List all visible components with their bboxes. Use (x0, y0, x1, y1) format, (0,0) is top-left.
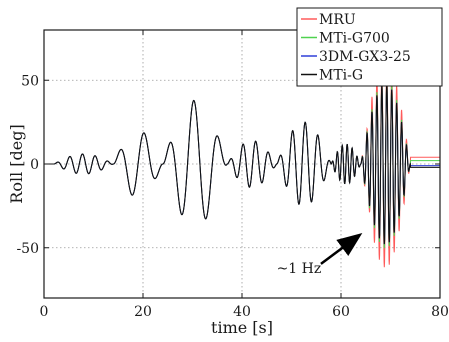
series-line-mti-g (44, 83, 440, 245)
y-tick-label: 0 (30, 157, 39, 173)
x-tick-label: 20 (134, 304, 152, 320)
x-axis-label: time [s] (211, 318, 273, 337)
legend-label: MRU (319, 12, 356, 28)
annotations: ~1 Hz (277, 233, 363, 277)
x-tick-label: 60 (332, 304, 350, 320)
series-lines (44, 60, 440, 268)
annotation-text: ~1 Hz (277, 261, 322, 277)
y-tick-label: 50 (21, 73, 39, 89)
x-tick-label: 40 (233, 304, 251, 320)
axis-ticks: 0 20 40 60 80 50 0 -50 (16, 30, 449, 320)
x-tick-label: 0 (40, 304, 49, 320)
y-axis-label: Roll [deg] (7, 124, 26, 203)
annotation-arrow (320, 233, 363, 265)
legend-label: MTi-G (319, 68, 363, 84)
legend-label: 3DM-GX3-25 (319, 49, 411, 65)
x-tick-label: 80 (431, 304, 449, 320)
legend: MRU MTi-G700 3DM-GX3-25 MTi-G (296, 7, 443, 87)
legend-box (296, 7, 443, 87)
y-tick-label: -50 (16, 241, 39, 257)
legend-label: MTi-G700 (319, 31, 390, 47)
